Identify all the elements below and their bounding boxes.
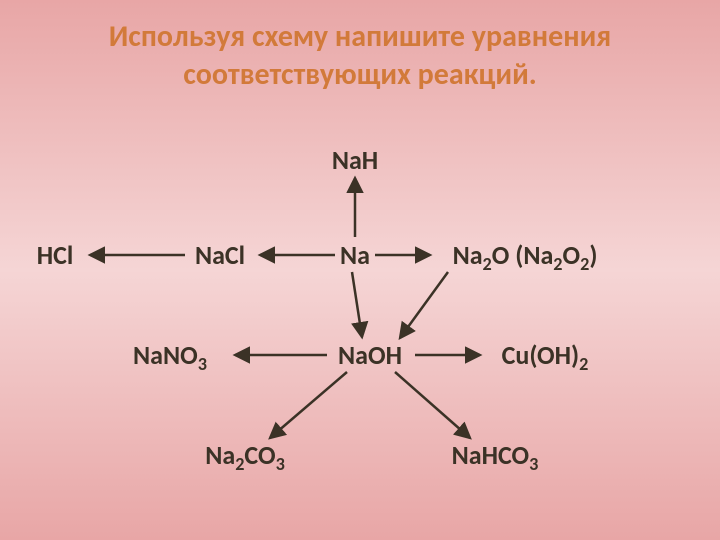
title-line-1: Используя схему напишите уравнения bbox=[0, 18, 720, 56]
node-nacl: NaCl bbox=[195, 239, 245, 271]
node-nano3: NaNO3 bbox=[133, 339, 207, 371]
title-line-2: соответствующих реакций. bbox=[0, 56, 720, 94]
node-cuoh2: Cu(OH)2 bbox=[502, 339, 589, 371]
arrow-8 bbox=[270, 372, 347, 438]
arrow-4 bbox=[352, 272, 362, 337]
node-na2o: Na2O (Na2O2) bbox=[453, 239, 598, 271]
slide-root: Используя схему напишите уравнения соотв… bbox=[0, 0, 720, 540]
arrow-9 bbox=[395, 372, 470, 438]
node-naoh: NaOH bbox=[338, 339, 402, 371]
node-nahco3: NaHCO3 bbox=[452, 439, 539, 471]
slide-title: Используя схему напишите уравнения соотв… bbox=[0, 0, 720, 93]
node-nah: NaH bbox=[332, 144, 378, 176]
node-hcl: HCl bbox=[37, 239, 74, 271]
arrow-5 bbox=[400, 272, 448, 338]
node-na: Na bbox=[340, 239, 370, 271]
node-na2co3: Na2CO3 bbox=[205, 439, 285, 471]
